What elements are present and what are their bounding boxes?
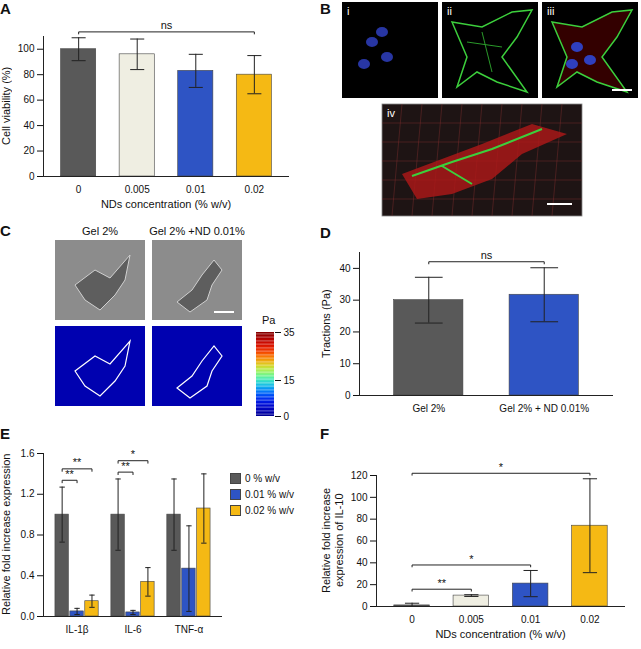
- html-text:Cell viability (%): Cell viability (%): [0, 66, 12, 146]
- svg-text:20: 20: [356, 579, 368, 590]
- svg-text:80: 80: [23, 69, 35, 80]
- svg-text:1.2: 1.2: [21, 488, 35, 499]
- html-text:0.02 % w/v: 0.02 % w/v: [245, 505, 294, 516]
- svg-text:30: 30: [339, 294, 351, 305]
- svg-text:Gel 2%: Gel 2%: [412, 403, 445, 414]
- svg-text:40: 40: [339, 263, 351, 274]
- html-text:NDs concentration (% w/v): NDs concentration (% w/v): [100, 198, 232, 210]
- svg-text:100: 100: [18, 43, 35, 54]
- svg-text:iii: iii: [547, 5, 554, 17]
- svg-text:0: 0: [362, 601, 368, 612]
- svg-text:0: 0: [409, 614, 415, 625]
- svg-text:120: 120: [351, 470, 368, 481]
- svg-text:*: *: [131, 448, 136, 460]
- svg-text:Gel 2%: Gel 2%: [82, 225, 118, 237]
- svg-text:20: 20: [23, 145, 35, 156]
- svg-text:TNF-α: TNF-α: [175, 624, 204, 635]
- html-text:Relative fold increase express: Relative fold increase expression of IL-…: [320, 487, 345, 594]
- svg-text:35: 35: [284, 327, 296, 338]
- svg-text:**: **: [121, 460, 130, 472]
- svg-text:**: **: [437, 577, 446, 589]
- svg-text:0.005: 0.005: [459, 614, 484, 625]
- svg-text:1.6: 1.6: [21, 448, 35, 459]
- html-text:0 % w/v: 0 % w/v: [245, 473, 280, 484]
- svg-text:0.01: 0.01: [521, 614, 541, 625]
- svg-text:10: 10: [339, 358, 351, 369]
- svg-text:15: 15: [284, 375, 296, 386]
- html-text:NDs concentration (% w/v): NDs concentration (% w/v): [435, 628, 566, 640]
- svg-text:100: 100: [351, 492, 368, 503]
- svg-text:0: 0: [76, 184, 82, 195]
- html-text:A: A: [0, 0, 11, 17]
- svg-text:iv: iv: [387, 107, 395, 119]
- svg-text:i: i: [347, 5, 349, 17]
- svg-text:*: *: [499, 461, 504, 473]
- html-text:E: E: [0, 425, 10, 442]
- html-text:D: D: [320, 224, 331, 241]
- html-text:F: F: [320, 425, 330, 442]
- svg-text:0.8: 0.8: [21, 529, 35, 540]
- svg-text:0.005: 0.005: [125, 184, 150, 195]
- svg-text:0.02: 0.02: [245, 184, 265, 195]
- svg-text:0: 0: [284, 411, 290, 422]
- html-text:C: C: [0, 222, 11, 239]
- html-text:Pa: Pa: [262, 314, 276, 326]
- html-text:Tractions (Pa): Tractions (Pa): [320, 289, 332, 358]
- svg-text:ii: ii: [447, 5, 452, 17]
- svg-text:IL-1β: IL-1β: [66, 624, 89, 635]
- svg-text:40: 40: [23, 120, 35, 131]
- html-text:Relative fold increase express: Relative fold increase expression: [0, 453, 12, 616]
- svg-text:*: *: [469, 552, 474, 564]
- svg-text:0.0: 0.0: [21, 611, 35, 622]
- svg-text:ns: ns: [481, 249, 493, 261]
- svg-text:60: 60: [23, 94, 35, 105]
- svg-text:0: 0: [29, 171, 35, 182]
- svg-text:20: 20: [339, 326, 351, 337]
- svg-text:0.02: 0.02: [580, 614, 600, 625]
- svg-text:ns: ns: [161, 19, 173, 31]
- svg-text:0.4: 0.4: [21, 570, 35, 581]
- svg-text:**: **: [73, 456, 82, 468]
- svg-text:80: 80: [356, 513, 368, 524]
- svg-text:60: 60: [356, 535, 368, 546]
- svg-text:40: 40: [356, 557, 368, 568]
- html-text:0.01 % w/v: 0.01 % w/v: [245, 489, 294, 500]
- svg-text:IL-6: IL-6: [124, 624, 142, 635]
- svg-text:0: 0: [345, 390, 351, 401]
- svg-text:Gel 2% +ND 0.01%: Gel 2% +ND 0.01%: [149, 225, 245, 237]
- svg-text:**: **: [65, 468, 74, 480]
- svg-text:0.01: 0.01: [186, 184, 206, 195]
- svg-text:Gel 2% + ND 0.01%: Gel 2% + ND 0.01%: [499, 403, 589, 414]
- html-text:B: B: [320, 0, 331, 17]
